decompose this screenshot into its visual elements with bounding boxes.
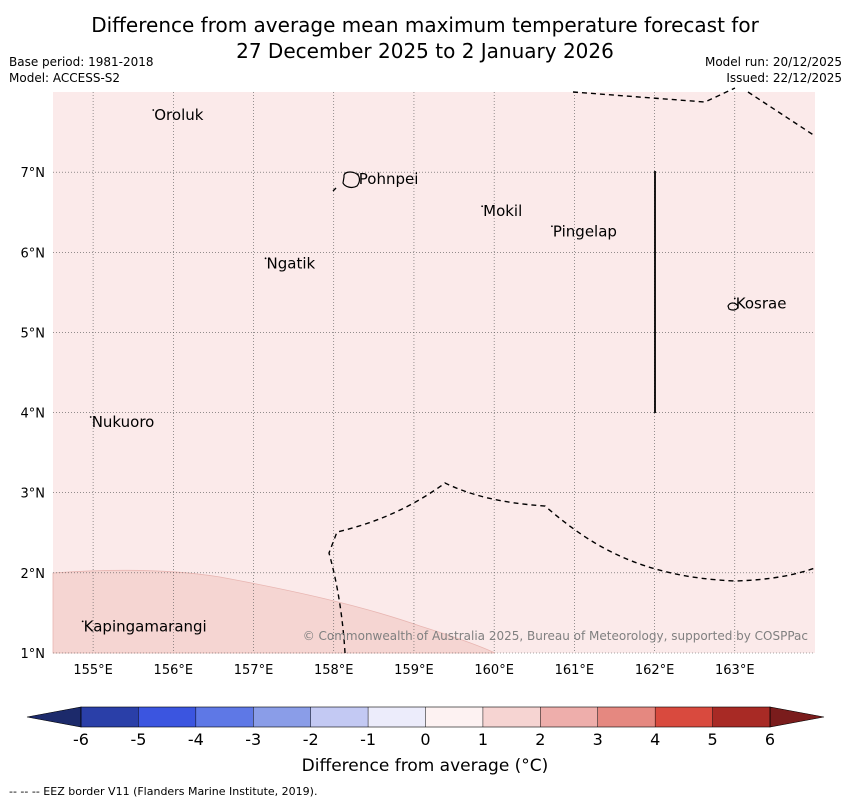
eez-legend-footer: -- -- -- EEZ border V11 (Flanders Marine… [9,785,318,798]
colorbar-swatch [81,707,139,727]
lat-tick-label: 7°N [21,166,46,181]
lon-tick-label: 159°E [394,663,434,678]
lat-tick-label: 6°N [21,246,46,261]
lat-tick-label: 4°N [21,407,46,422]
place-label: Nukuoro [92,413,155,431]
lat-tick-label: 1°N [21,647,46,662]
colorbar-label: Difference from average (°C) [301,756,549,776]
colorbar-tick-label: 1 [478,730,488,749]
colorbar: -6 -5 -4 -3 -2 -1 0 1 2 3 4 5 6 [26,706,825,749]
model-name: Model: ACCESS-S2 [9,71,121,85]
kosrae-island [727,302,739,311]
place-label: Ngatik [267,254,316,272]
colorbar-tick-label: -5 [130,730,146,749]
meta-left: Base period: 1981-2018 Model: ACCESS-S2 [9,54,154,86]
model-run: Model run: 20/12/2025 [704,55,842,69]
colorbar-swatch [425,707,483,727]
lat-tick-label: 5°N [21,326,46,341]
base-period: Base period: 1981-2018 [9,55,154,69]
colorbar-swatch [712,707,770,727]
colorbar-swatch [310,707,369,727]
colorbar-swatch [253,707,311,727]
colorbar-swatch [195,707,254,727]
colorbar-tick-label: 3 [593,730,603,749]
colorbar-swatch [138,707,196,727]
copyright-text: © Commonwealth of Australia 2025, Bureau… [302,629,808,643]
lat-tick-label: 3°N [21,487,46,502]
lon-tick-label: 163°E [715,663,755,678]
lon-tick-label: 155°E [73,663,113,678]
issued-date: Issued: 22/12/2025 [726,71,842,85]
map-title: Difference from average mean maximum tem… [0,12,850,64]
lat-tick-label: 2°N [21,567,46,582]
title-line-2: 27 December 2025 to 2 January 2026 [236,39,614,63]
colorbar-tick-label: -1 [360,730,376,749]
colorbar-tick-label: -2 [303,730,319,749]
place-marker [733,297,736,300]
colorbar-tick-label: 0 [420,730,430,749]
lon-tick-label: 156°E [154,663,194,678]
place-marker [356,173,359,176]
place-label: Oroluk [154,106,203,124]
colorbar-extend-low [26,706,82,728]
colorbar-tick-label: 5 [707,730,717,749]
place-label: Kosrae [736,294,787,312]
eez-border-north [572,87,816,137]
colorbar-swatch [368,707,426,727]
colorbar-swatch [655,707,713,727]
lon-tick-label: 160°E [474,663,514,678]
colorbar-swatch [597,707,656,727]
place-marker [264,257,267,260]
colorbar-extend-high [769,706,825,728]
place-label: Mokil [483,202,522,220]
place-marker [152,109,155,111]
colorbar-swatch [540,707,598,727]
meta-right: Model run: 20/12/2025 Issued: 22/12/2025 [705,54,842,86]
colorbar-tick-label: -3 [245,730,261,749]
lon-tick-label: 161°E [555,663,595,678]
pohnpei-island [342,171,361,189]
axis-labels: 155°E 156°E 157°E 158°E 159°E 160°E 161°E 162°E… [21,166,755,678]
colorbar-tick-label: 2 [535,730,545,749]
place-marker [481,205,484,208]
map-background [53,92,815,653]
lon-tick-label: 162°E [635,663,675,678]
lon-tick-label: 157°E [234,663,274,678]
eez-border-segment [332,187,337,192]
place-labels: Oroluk Pohnpei Mokil Pingelap Ngatik Kosrae Nu… [81,106,787,635]
place-label: Pohnpei [359,170,419,188]
place-marker [81,620,84,623]
place-label: Kapingamarangi [84,617,207,635]
lon-tick-label: 158°E [314,663,354,678]
colorbar-swatch [482,707,541,727]
colorbar-tick-label: 4 [650,730,660,749]
anomaly-region-1-to-2 [52,569,496,654]
place-marker [551,225,553,228]
colorbar-tick-label: -4 [188,730,204,749]
place-label: Pingelap [553,222,617,240]
title-line-1: Difference from average mean maximum tem… [91,13,759,37]
colorbar-tick-label: -6 [73,730,89,749]
eez-border-south [328,482,816,654]
place-marker [89,416,92,418]
colorbar-tick-label: 6 [765,730,775,749]
